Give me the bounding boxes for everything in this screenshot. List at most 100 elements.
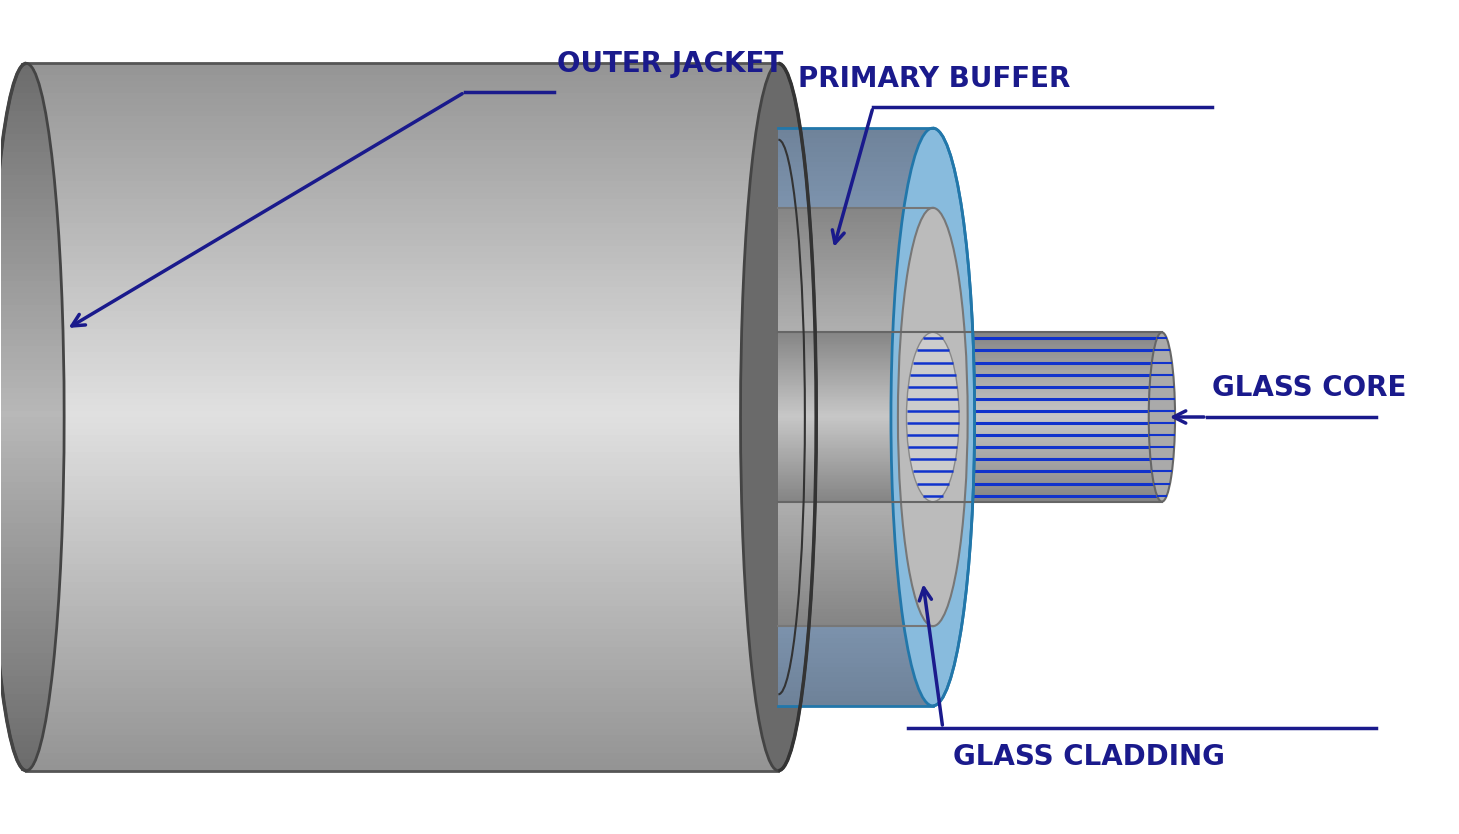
Polygon shape [26, 152, 779, 158]
Polygon shape [779, 364, 1161, 366]
Polygon shape [12, 741, 41, 747]
Polygon shape [26, 69, 779, 75]
Polygon shape [779, 417, 1161, 419]
Polygon shape [779, 438, 932, 441]
Polygon shape [779, 588, 932, 591]
Polygon shape [779, 393, 932, 398]
Polygon shape [779, 423, 1161, 424]
Polygon shape [1, 152, 51, 158]
Polygon shape [779, 535, 932, 539]
Polygon shape [26, 747, 779, 753]
Polygon shape [0, 629, 57, 635]
Polygon shape [779, 281, 932, 284]
Polygon shape [779, 653, 932, 658]
Polygon shape [12, 87, 41, 93]
Polygon shape [779, 236, 932, 239]
Polygon shape [779, 348, 1161, 349]
Polygon shape [26, 229, 779, 234]
Polygon shape [779, 619, 932, 624]
Polygon shape [26, 540, 779, 546]
Polygon shape [779, 427, 932, 431]
Polygon shape [0, 234, 58, 240]
Polygon shape [779, 364, 932, 368]
Polygon shape [779, 352, 1161, 354]
Polygon shape [779, 444, 1161, 445]
Polygon shape [0, 246, 60, 252]
Polygon shape [0, 594, 58, 600]
Polygon shape [26, 500, 779, 505]
Polygon shape [779, 446, 932, 450]
Polygon shape [0, 252, 60, 258]
Polygon shape [3, 134, 50, 140]
Polygon shape [779, 210, 932, 215]
Polygon shape [26, 117, 779, 123]
Polygon shape [779, 425, 1161, 427]
Polygon shape [0, 535, 61, 540]
Polygon shape [0, 440, 64, 446]
Polygon shape [0, 205, 57, 211]
Polygon shape [779, 480, 1161, 482]
Polygon shape [779, 489, 1161, 490]
Polygon shape [779, 609, 932, 612]
Polygon shape [26, 553, 779, 559]
Polygon shape [26, 211, 779, 217]
Polygon shape [779, 404, 1161, 405]
Polygon shape [26, 470, 779, 476]
Polygon shape [779, 415, 1161, 417]
Polygon shape [779, 419, 1161, 420]
Polygon shape [779, 411, 1161, 413]
Polygon shape [779, 380, 1161, 382]
Polygon shape [26, 388, 779, 394]
Polygon shape [26, 163, 779, 169]
Polygon shape [779, 466, 1161, 468]
Polygon shape [779, 497, 932, 500]
Polygon shape [26, 635, 779, 641]
Polygon shape [0, 334, 63, 340]
Polygon shape [779, 382, 932, 385]
Polygon shape [26, 647, 779, 653]
Polygon shape [26, 629, 779, 635]
Polygon shape [779, 305, 932, 309]
Polygon shape [0, 500, 63, 505]
Polygon shape [779, 325, 932, 330]
Polygon shape [779, 372, 1161, 374]
Polygon shape [0, 647, 55, 653]
Polygon shape [0, 559, 61, 565]
Polygon shape [779, 539, 932, 542]
Polygon shape [1, 676, 51, 682]
Polygon shape [779, 400, 1161, 401]
Polygon shape [26, 305, 779, 311]
Polygon shape [779, 500, 932, 505]
Polygon shape [26, 369, 779, 376]
Polygon shape [779, 374, 1161, 376]
Polygon shape [0, 505, 63, 511]
Polygon shape [779, 332, 1161, 334]
Polygon shape [26, 329, 779, 334]
Polygon shape [10, 93, 42, 98]
Polygon shape [26, 140, 779, 146]
Polygon shape [779, 427, 1161, 429]
Polygon shape [779, 546, 932, 550]
Polygon shape [779, 342, 1161, 344]
Polygon shape [779, 492, 1161, 493]
Polygon shape [779, 287, 932, 292]
Polygon shape [779, 417, 932, 422]
Polygon shape [16, 753, 36, 759]
Polygon shape [0, 411, 64, 417]
Polygon shape [779, 340, 932, 344]
Polygon shape [779, 337, 932, 340]
Polygon shape [779, 349, 932, 354]
Ellipse shape [897, 208, 967, 626]
Polygon shape [26, 446, 779, 452]
Polygon shape [779, 284, 932, 288]
Polygon shape [779, 585, 932, 588]
Polygon shape [779, 480, 932, 485]
Polygon shape [26, 75, 779, 81]
Polygon shape [779, 382, 1161, 383]
Polygon shape [779, 462, 932, 466]
Polygon shape [0, 452, 64, 458]
Polygon shape [779, 297, 932, 301]
Polygon shape [779, 361, 932, 364]
Polygon shape [26, 358, 779, 364]
Polygon shape [3, 688, 50, 694]
